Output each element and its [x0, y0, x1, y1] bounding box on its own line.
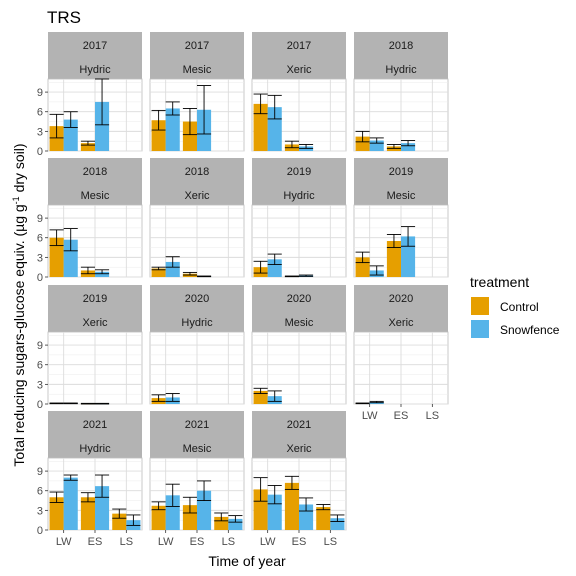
strip-year-label: 2018	[83, 166, 107, 178]
strip-year-label: 2018	[185, 166, 209, 178]
legend-key-snowfence	[471, 320, 489, 338]
x-tick-label-lw: LW	[362, 410, 378, 422]
strip-year-label: 2021	[83, 419, 107, 431]
facet-panel-2017-xeric: 2017 Xeric	[252, 32, 346, 151]
y-axis-title: Total reducing sugars-glucose equiv. (µg…	[11, 143, 27, 466]
strip-site-label: Mesic	[183, 64, 212, 76]
strip-site-label: Xeric	[388, 317, 414, 329]
facet-panel-2021-mesic: 2021 Mesic LW ES LS	[150, 411, 244, 548]
y-tick-label: 0	[37, 399, 43, 411]
x-tick-label-ls: LS	[426, 410, 439, 422]
strip-site-label: Hydric	[283, 190, 315, 202]
strip-site-label: Hydric	[79, 64, 111, 76]
y-tick-label: 3	[37, 379, 43, 391]
y-tick-label: 0	[37, 272, 43, 284]
x-tick-label-es: ES	[88, 536, 103, 548]
strip-site-label: Xeric	[286, 64, 312, 76]
x-tick-label-lw: LW	[158, 536, 174, 548]
y-tick-label: 0	[37, 525, 43, 537]
strip-year-label: 2019	[389, 166, 413, 178]
y-tick-label: 9	[37, 466, 43, 478]
strip-year-label: 2019	[83, 293, 107, 305]
y-tick-label: 3	[37, 252, 43, 264]
legend-label-snowfence: Snowfence	[500, 323, 560, 337]
strip-site-label: Mesic	[387, 190, 416, 202]
x-tick-label-es: ES	[190, 536, 205, 548]
bar-control-es	[285, 483, 299, 530]
strip-site-label: Xeric	[184, 190, 210, 202]
facet-panel-2018-xeric: 2018 Xeric	[150, 158, 244, 277]
chart-title: TRS	[47, 8, 81, 27]
x-axis-title: Time of year	[208, 553, 286, 569]
x-tick-label-es: ES	[394, 410, 409, 422]
strip-year-label: 2019	[287, 166, 311, 178]
y-tick-label: 9	[37, 340, 43, 352]
y-tick-label: 3	[37, 505, 43, 517]
facet-panels: 2017 Hydric 0 3 6 9 2017 Mesic 2017 Xeric 2018 Hydr…	[37, 32, 448, 548]
strip-year-label: 2021	[185, 419, 209, 431]
facet-panel-2018-mesic: 2018 Mesic 0 3 6 9	[37, 158, 142, 284]
x-tick-label-lw: LW	[260, 536, 276, 548]
facet-panel-2017-hydric: 2017 Hydric 0 3 6 9	[37, 32, 142, 158]
facet-panel-2020-mesic: 2020 Mesic	[252, 285, 346, 404]
y-tick-label: 9	[37, 213, 43, 225]
strip-site-label: Mesic	[183, 443, 212, 455]
strip-year-label: 2020	[185, 293, 209, 305]
y-tick-label: 3	[37, 126, 43, 138]
facet-panel-2018-hydric: 2018 Hydric	[354, 32, 448, 151]
x-tick-label-lw: LW	[56, 536, 72, 548]
strip-site-label: Hydric	[79, 443, 111, 455]
legend-label-control: Control	[500, 300, 539, 314]
strip-site-label: Mesic	[81, 190, 110, 202]
strip-year-label: 2021	[287, 419, 311, 431]
strip-year-label: 2017	[287, 40, 311, 52]
y-tick-label: 6	[37, 233, 43, 245]
x-tick-label-ls: LS	[222, 536, 235, 548]
strip-site-label: Mesic	[285, 317, 314, 329]
x-tick-label-ls: LS	[324, 536, 337, 548]
x-tick-label-ls: LS	[120, 536, 133, 548]
strip-site-label: Xeric	[286, 443, 312, 455]
legend-title: treatment	[470, 274, 529, 290]
strip-year-label: 2017	[83, 40, 107, 52]
bar-snowfence-lw	[64, 478, 78, 530]
facet-panel-2021-xeric: 2021 Xeric LW ES LS	[252, 411, 346, 548]
facet-panel-2021-hydric: 2021 Hydric 0 3 6 9 LW ES LS	[37, 411, 142, 548]
facet-panel-2020-xeric: 2020 Xeric LW ES LS	[354, 285, 448, 422]
y-tick-label: 9	[37, 87, 43, 99]
strip-year-label: 2017	[185, 40, 209, 52]
x-tick-label-es: ES	[292, 536, 307, 548]
facet-panel-2019-hydric: 2019 Hydric	[252, 158, 346, 277]
strip-year-label: 2020	[389, 293, 413, 305]
strip-site-label: Hydric	[385, 64, 417, 76]
strip-site-label: Hydric	[181, 317, 213, 329]
legend-key-control	[471, 297, 489, 315]
strip-year-label: 2018	[389, 40, 413, 52]
facet-panel-2020-hydric: 2020 Hydric	[150, 285, 244, 404]
y-tick-label: 6	[37, 360, 43, 372]
y-tick-label: 6	[37, 107, 43, 119]
facet-panel-2019-mesic: 2019 Mesic	[354, 158, 448, 277]
y-tick-label: 6	[37, 486, 43, 498]
strip-site-label: Xeric	[82, 317, 108, 329]
strip-year-label: 2020	[287, 293, 311, 305]
legend: treatment Control Snowfence	[470, 274, 560, 338]
facet-panel-2019-xeric: 2019 Xeric 0 3 6 9	[37, 285, 142, 411]
facet-panel-2017-mesic: 2017 Mesic	[150, 32, 244, 151]
y-tick-label: 0	[37, 146, 43, 158]
bar-control-ls	[316, 507, 330, 530]
